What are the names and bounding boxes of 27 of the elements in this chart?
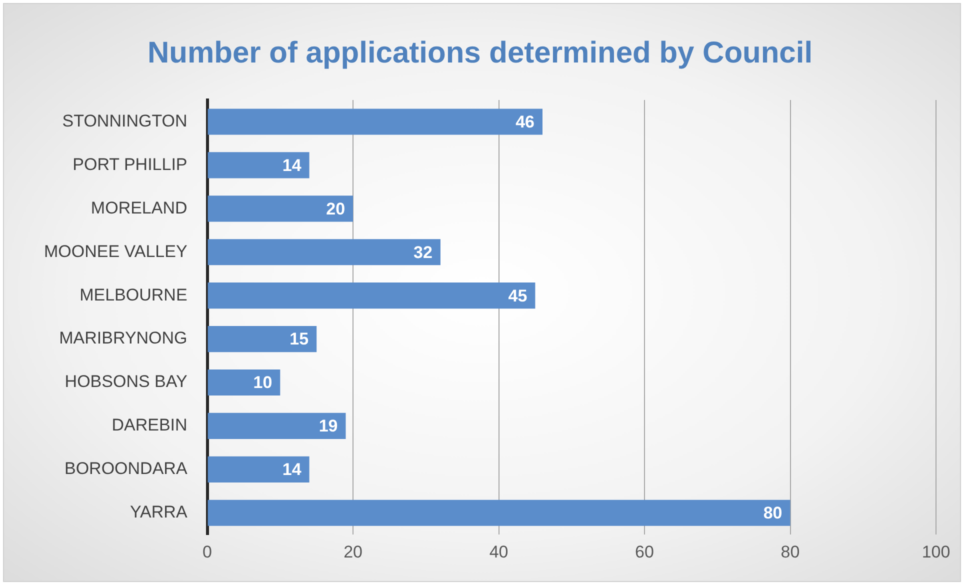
data-label: 32 — [414, 242, 432, 262]
x-tick-label: 40 — [489, 542, 508, 562]
y-tick-label: MORELAND — [90, 198, 188, 218]
y-tick-label: MARIBRYNONG — [59, 328, 188, 348]
x-tick-label: 0 — [202, 542, 212, 562]
data-label: 14 — [282, 460, 302, 480]
y-tick-label: DAREBIN — [112, 416, 188, 435]
y-tick-label: BOROONDARA — [64, 459, 188, 478]
x-tick-label: 60 — [635, 542, 654, 562]
data-label: 80 — [763, 504, 782, 523]
data-label: 20 — [326, 199, 346, 218]
x-tick-label: 20 — [344, 542, 362, 562]
chart-title: Number of applications determined by Council — [147, 36, 813, 70]
y-tick-label: MELBOURNE — [80, 285, 188, 304]
y-tick-label: STONNINGTON — [62, 111, 188, 130]
data-label: 19 — [318, 416, 338, 436]
x-tick-label: 80 — [780, 542, 800, 562]
x-tick-label: 100 — [922, 542, 950, 562]
y-tick-label: PORT PHILLIP — [72, 154, 188, 174]
data-label: 45 — [508, 286, 528, 306]
data-label: 10 — [253, 373, 272, 392]
data-label: 15 — [290, 330, 309, 349]
data-label: 46 — [516, 112, 534, 132]
data-label: 14 — [282, 156, 302, 175]
y-tick-label: MOONEE VALLEY — [44, 242, 188, 261]
y-tick-label: HOBSONS BAY — [64, 372, 188, 392]
y-tick-label: YARRA — [130, 502, 188, 522]
